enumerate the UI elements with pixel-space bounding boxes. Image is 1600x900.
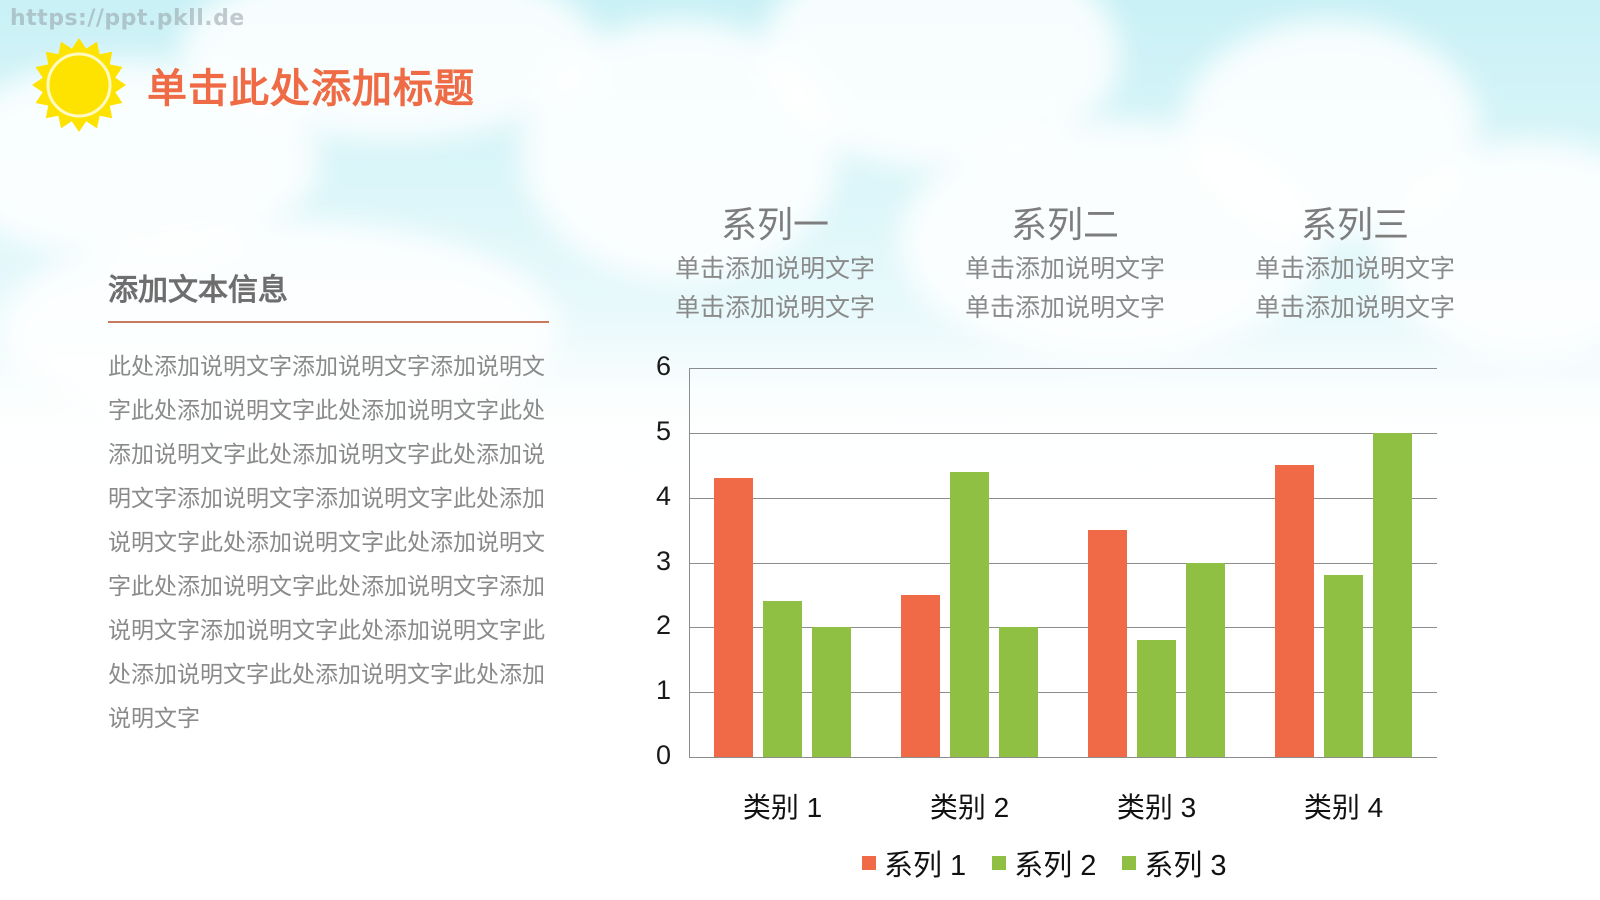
bar-系列3-1[interactable] bbox=[812, 627, 851, 757]
y-tick-label: 1 bbox=[655, 675, 671, 706]
bar-系列1-4[interactable] bbox=[1275, 465, 1314, 757]
watermark-url: https://ppt.pkll.de bbox=[10, 6, 245, 31]
side-heading[interactable]: 添加文本信息 bbox=[108, 273, 288, 308]
series-block-3[interactable]: 系列三 单击添加说明文字 单击添加说明文字 bbox=[1225, 203, 1485, 327]
gridline bbox=[689, 627, 1437, 629]
gridline bbox=[689, 562, 1437, 564]
y-tick-label: 4 bbox=[655, 480, 671, 511]
y-tick-label: 0 bbox=[655, 740, 671, 770]
series-block-title: 系列二 bbox=[1010, 205, 1119, 246]
bar-系列1-1[interactable] bbox=[714, 478, 753, 757]
chart-legend: 系列 1 系列 2 系列 3 bbox=[862, 842, 1253, 884]
legend-item: 系列 1 bbox=[862, 842, 966, 884]
legend-label: 系列 1 bbox=[884, 850, 967, 882]
legend-item: 系列 3 bbox=[1122, 842, 1227, 884]
x-category-label: 类别 4 bbox=[1303, 792, 1384, 823]
y-axis-line bbox=[689, 368, 690, 757]
gridline bbox=[689, 432, 1437, 434]
y-tick-label: 2 bbox=[655, 610, 671, 641]
y-tick-label: 3 bbox=[655, 545, 671, 576]
legend-label: 系列 3 bbox=[1144, 850, 1227, 882]
bar-系列2-3[interactable] bbox=[1137, 640, 1176, 757]
series-block-line: 单击添加说明文字 bbox=[964, 254, 1165, 283]
series-block-line: 单击添加说明文字 bbox=[1254, 293, 1455, 322]
bar-系列1-2[interactable] bbox=[901, 594, 940, 757]
side-body-text[interactable]: 此处添加说明文字添加说明文字添加说明文字此处添加说明文字此处添加说明文字此处添加… bbox=[108, 354, 545, 732]
legend-swatch-icon bbox=[862, 856, 876, 870]
series-block-title: 系列一 bbox=[720, 205, 829, 246]
slide-title[interactable]: 单击此处添加标题 bbox=[147, 66, 475, 112]
side-divider bbox=[108, 321, 549, 323]
bar-系列2-1[interactable] bbox=[763, 601, 802, 757]
series-block-line: 单击添加说明文字 bbox=[964, 293, 1165, 322]
series-block-line: 单击添加说明文字 bbox=[674, 254, 875, 283]
legend-swatch-icon bbox=[992, 856, 1007, 870]
bar-系列3-2[interactable] bbox=[999, 627, 1038, 757]
series-block-2[interactable]: 系列二 单击添加说明文字 单击添加说明文字 bbox=[935, 203, 1195, 327]
series-block-1[interactable]: 系列一 单击添加说明文字 单击添加说明文字 bbox=[645, 203, 905, 327]
series-block-title: 系列三 bbox=[1300, 205, 1409, 246]
legend-label: 系列 2 bbox=[1014, 850, 1097, 882]
gridline bbox=[689, 368, 1437, 369]
y-tick-label: 6 bbox=[655, 351, 671, 381]
series-block-line: 单击添加说明文字 bbox=[674, 293, 875, 322]
legend-item: 系列 2 bbox=[992, 842, 1096, 884]
legend-swatch-icon bbox=[1122, 856, 1137, 870]
x-category-label: 类别 2 bbox=[929, 792, 1010, 823]
bar-系列2-4[interactable] bbox=[1324, 575, 1363, 757]
x-category-label: 类别 3 bbox=[1116, 792, 1197, 823]
bar-系列2-2[interactable] bbox=[950, 471, 989, 757]
bar-系列3-4[interactable] bbox=[1373, 432, 1412, 757]
sun-icon bbox=[32, 38, 126, 132]
gridline bbox=[689, 497, 1437, 499]
y-tick-label: 5 bbox=[655, 415, 671, 446]
bar-系列1-3[interactable] bbox=[1088, 530, 1127, 757]
gridline bbox=[689, 757, 1437, 758]
x-category-label: 类别 1 bbox=[742, 792, 823, 823]
bar-系列3-3[interactable] bbox=[1186, 562, 1225, 757]
gridline bbox=[689, 692, 1437, 694]
series-block-line: 单击添加说明文字 bbox=[1254, 254, 1455, 283]
